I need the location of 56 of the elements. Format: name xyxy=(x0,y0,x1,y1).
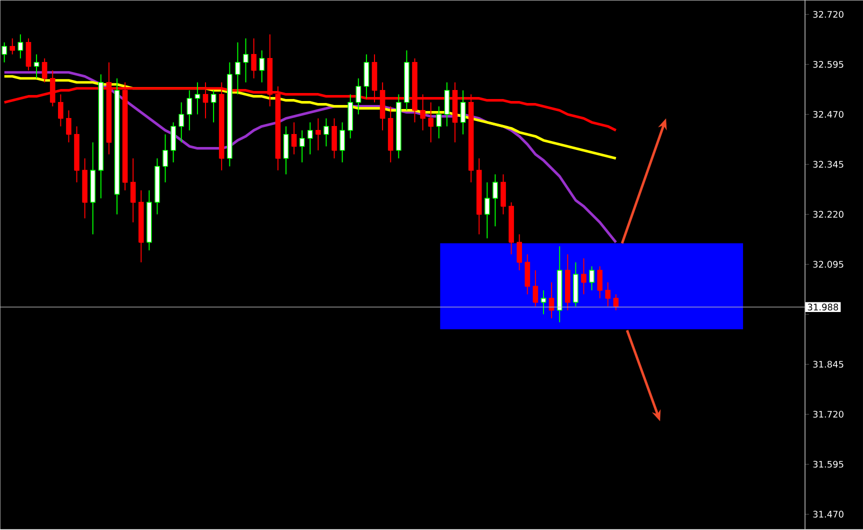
candlestick xyxy=(130,158,136,224)
candlestick xyxy=(66,110,72,144)
candlestick xyxy=(251,38,256,80)
candlestick xyxy=(540,290,546,315)
candlestick xyxy=(178,102,184,144)
y-tick-label: 32.595 xyxy=(813,61,844,68)
y-tick-label: 32.345 xyxy=(813,161,844,168)
candlestick xyxy=(581,258,586,295)
y-tick-label: 32.220 xyxy=(813,211,844,218)
ref-line-label: 31.988 xyxy=(808,304,838,311)
candlestick xyxy=(194,82,200,116)
y-tick-label: 31.720 xyxy=(813,411,844,418)
candlestick xyxy=(10,38,16,56)
y-tick-label: 32.095 xyxy=(813,261,844,268)
candlestick xyxy=(428,102,434,144)
candlestick xyxy=(186,90,192,132)
candlestick xyxy=(444,82,450,128)
candlestick xyxy=(58,94,64,128)
candlestick xyxy=(316,118,321,152)
candlestick xyxy=(605,282,611,307)
y-tick-label: 32.720 xyxy=(813,11,844,18)
candlestick xyxy=(332,118,337,160)
y-tick-label: 31.845 xyxy=(813,361,844,368)
candlestick xyxy=(283,126,289,176)
candlestick xyxy=(356,78,362,116)
candlestick xyxy=(307,122,313,156)
candlestick xyxy=(460,90,466,136)
candlestick xyxy=(170,122,176,164)
candlestick xyxy=(484,182,490,239)
candlestick xyxy=(235,42,240,96)
candlestick xyxy=(516,234,522,271)
candlestick xyxy=(18,34,24,60)
candlestick xyxy=(291,122,297,156)
candlestick xyxy=(532,270,538,307)
candlestick xyxy=(589,266,594,291)
candlestick xyxy=(42,58,48,84)
y-tick-label: 31.470 xyxy=(813,510,844,518)
candlestick xyxy=(210,90,216,124)
candlestick xyxy=(243,38,248,84)
candlestick xyxy=(340,122,345,164)
candlestick xyxy=(524,254,530,295)
candlestick xyxy=(613,294,619,311)
candlestick xyxy=(26,38,32,72)
candlestick xyxy=(324,118,329,148)
candlestick xyxy=(597,266,602,299)
candlestick xyxy=(492,174,498,228)
candlestick xyxy=(500,174,506,216)
y-tick-label: 31.595 xyxy=(813,461,844,468)
y-tick-label: 32.470 xyxy=(813,111,844,118)
candlestick xyxy=(436,106,442,140)
candlestick xyxy=(34,54,40,80)
candlestick xyxy=(2,42,7,64)
candlestick xyxy=(259,50,264,84)
candlestick xyxy=(162,134,168,184)
candlestick xyxy=(299,130,305,164)
candlestick xyxy=(364,54,370,100)
